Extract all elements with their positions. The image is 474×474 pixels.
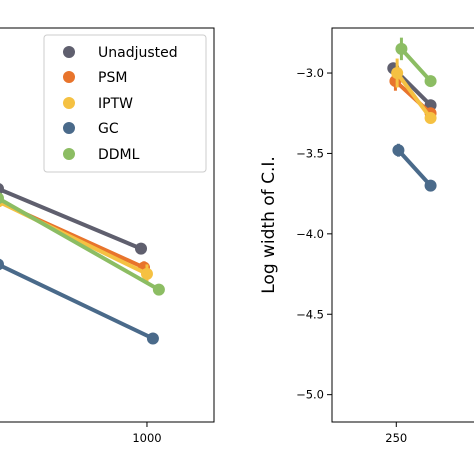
- legend-frame: [43, 34, 207, 173]
- legend-label-iptw: IPTW: [98, 96, 133, 112]
- data-point-gc: [146, 332, 159, 345]
- right-x-ticks: 250: [385, 422, 407, 445]
- data-point-unadjusted: [135, 242, 148, 255]
- left-panel: 1000 Unadjusted PSM IPTW GC DDML: [0, 27, 215, 445]
- legend: Unadjusted PSM IPTW GC DDML: [43, 34, 207, 173]
- right-y-ticks: −3.0 −3.5 −4.0 −4.5 −5.0: [296, 66, 332, 402]
- x-tick-label: 1000: [132, 431, 161, 445]
- legend-entry-ddml: DDML: [63, 147, 140, 163]
- y-tick-label: −5.0: [296, 388, 324, 402]
- legend-label-ddml: DDML: [98, 147, 140, 163]
- data-point-gc: [392, 144, 405, 157]
- legend-entry-iptw: IPTW: [63, 96, 133, 112]
- y-tick-label: −3.0: [296, 66, 324, 80]
- legend-marker-psm: [63, 71, 75, 83]
- series-line-iptw: [395, 71, 433, 121]
- left-x-ticks: 1000: [132, 422, 162, 445]
- legend-entry-psm: PSM: [63, 70, 127, 86]
- data-point-ddml: [424, 75, 437, 88]
- legend-label-psm: PSM: [98, 70, 127, 86]
- series-line-ddml: [0, 197, 161, 292]
- legend-marker-iptw: [63, 97, 75, 109]
- left-axes-frame: [0, 27, 215, 423]
- data-point-iptw: [391, 67, 404, 80]
- series-line-ddml: [399, 46, 433, 84]
- series-line-gc: [0, 263, 155, 341]
- right-plot-area: [387, 37, 437, 192]
- data-point-iptw: [140, 267, 153, 280]
- data-point-ddml: [152, 283, 165, 296]
- y-tick-label: −4.0: [296, 227, 324, 241]
- legend-entry-gc: GC: [63, 121, 119, 137]
- left-plot-area: [0, 183, 165, 345]
- right-panel: −3.0 −3.5 −4.0 −4.5 −5.0 250 Log width of C.…: [259, 27, 474, 445]
- data-point-ddml: [0, 192, 4, 204]
- data-point-gc: [0, 258, 4, 271]
- right-y-axis-label: Log width of C.I.: [259, 156, 279, 294]
- series-line-unadjusted: [0, 187, 144, 251]
- series-line-gc: [396, 148, 433, 188]
- y-tick-label: −4.5: [296, 307, 324, 321]
- legend-label-gc: GC: [98, 121, 119, 137]
- legend-marker-ddml: [63, 148, 75, 160]
- right-axes-frame: [331, 27, 474, 423]
- data-point-ddml: [395, 42, 408, 55]
- data-point-gc: [424, 179, 437, 192]
- legend-marker-gc: [63, 122, 75, 134]
- y-tick-label: −3.5: [296, 146, 324, 160]
- legend-marker-unadjusted: [63, 46, 75, 58]
- x-tick-label: 250: [385, 431, 407, 445]
- data-point-iptw: [424, 112, 437, 125]
- data-point-unadjusted: [0, 183, 4, 195]
- legend-label-unadjusted: Unadjusted: [98, 45, 178, 61]
- legend-entry-unadjusted: Unadjusted: [63, 45, 178, 61]
